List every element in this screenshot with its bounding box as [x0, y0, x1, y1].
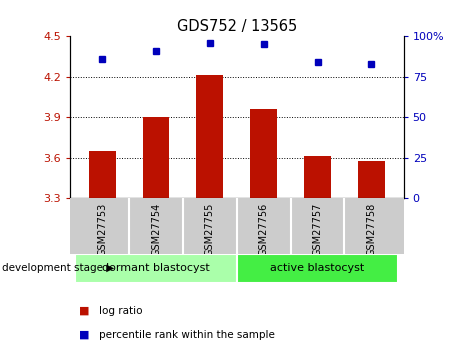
Text: ■: ■ — [79, 306, 89, 315]
Text: percentile rank within the sample: percentile rank within the sample — [99, 330, 275, 339]
Text: GSM27756: GSM27756 — [259, 203, 269, 256]
Text: active blastocyst: active blastocyst — [271, 263, 365, 273]
Bar — [358, 160, 385, 198]
Text: log ratio: log ratio — [99, 306, 143, 315]
Text: dormant blastocyst: dormant blastocyst — [102, 263, 210, 273]
Bar — [250, 109, 277, 198]
Text: GSM27758: GSM27758 — [366, 203, 376, 256]
Title: GDS752 / 13565: GDS752 / 13565 — [177, 19, 297, 34]
Text: GSM27755: GSM27755 — [205, 203, 215, 256]
Text: ■: ■ — [79, 330, 89, 339]
Text: GSM27753: GSM27753 — [97, 203, 107, 256]
Text: development stage ▶: development stage ▶ — [2, 263, 115, 273]
Bar — [143, 117, 170, 198]
Bar — [304, 157, 331, 198]
Text: GSM27757: GSM27757 — [313, 203, 322, 256]
Bar — [89, 151, 115, 198]
Bar — [237, 254, 398, 283]
Text: GSM27754: GSM27754 — [151, 203, 161, 256]
Bar — [196, 76, 223, 198]
Bar — [75, 254, 237, 283]
